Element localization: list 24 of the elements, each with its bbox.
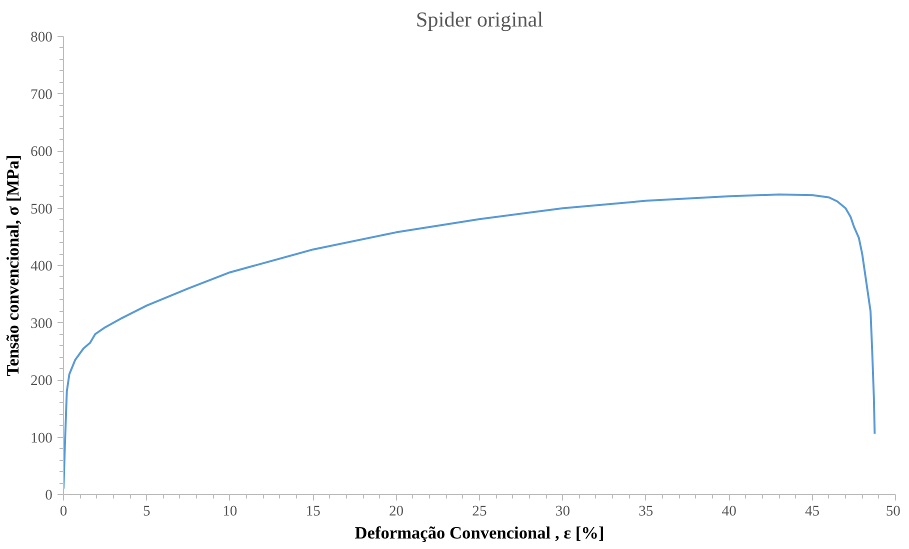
line-series	[64, 194, 876, 490]
x-tick-label: 40	[722, 504, 736, 520]
x-tick-label: 30	[555, 504, 570, 520]
y-tick-label: 500	[30, 201, 52, 218]
x-tick-label: 0	[60, 504, 68, 520]
x-tick-label: 5	[143, 504, 150, 520]
y-tick-label: 300	[30, 316, 52, 332]
y-tick-label: 0	[45, 488, 52, 504]
x-tick-label: 20	[388, 504, 404, 520]
y-tick-label: 100	[30, 430, 52, 446]
y-tick-label: 200	[30, 373, 52, 389]
x-tick-label: 15	[306, 504, 320, 520]
x-tick-label: 10	[222, 504, 238, 520]
x-tick-label: 35	[638, 504, 654, 520]
chart-title: Spider original	[416, 8, 544, 32]
y-tick-label: 600	[30, 144, 52, 160]
x-tick-label: 50	[886, 504, 900, 520]
x-tick-label: 25	[472, 504, 487, 520]
x-tick-label: 45	[804, 504, 820, 520]
y-tick-label: 400	[30, 258, 52, 274]
y-tick-label: 800	[30, 30, 52, 46]
x-axis-title: Deformação Convencional , ε [%]	[354, 524, 604, 542]
y-axis-title: Tensão convencional, σ [MPa]	[4, 154, 23, 376]
y-tick-label: 700	[30, 86, 52, 103]
